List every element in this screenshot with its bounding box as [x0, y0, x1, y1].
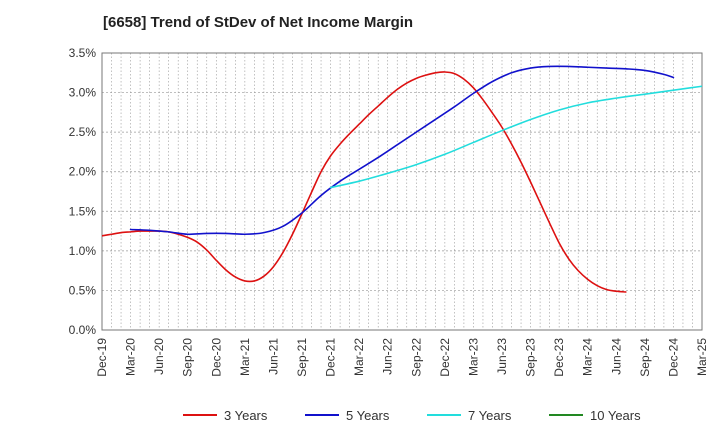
legend-label-5-years: 5 Years [346, 408, 390, 423]
legend-label-3-years: 3 Years [224, 408, 268, 423]
legend-label-7-years: 7 Years [468, 408, 512, 423]
plot-frame [101, 52, 703, 331]
x-tick-label: Dec-20 [209, 338, 223, 377]
x-tick-label: Jun-21 [266, 338, 280, 375]
x-tick-label: Mar-22 [352, 338, 366, 376]
x-tick-label: Dec-19 [95, 338, 109, 377]
x-tick-label: Jun-24 [609, 338, 623, 375]
x-tick-label: Dec-23 [552, 338, 566, 377]
y-tick-label: 2.0% [69, 165, 97, 179]
x-tick-label: Sep-23 [524, 338, 538, 377]
y-tick-label: 0.5% [69, 283, 97, 297]
x-tick-label: Jun-23 [495, 338, 509, 375]
y-tick-label: 3.0% [69, 86, 97, 100]
chart-title: [6658] Trend of StDev of Net Income Marg… [103, 14, 414, 31]
x-tick-label: Sep-20 [181, 338, 195, 377]
y-tick-label: 2.5% [69, 125, 97, 139]
x-tick-label: Jun-22 [381, 338, 395, 375]
x-tick-label: Jun-20 [152, 338, 166, 375]
x-tick-label: Sep-21 [295, 338, 309, 377]
x-tick-label: Dec-24 [666, 338, 680, 377]
x-tick-label: Mar-23 [466, 338, 480, 376]
series-line-7-years [329, 85, 702, 189]
x-tick-label: Mar-21 [238, 338, 252, 376]
series-line-5-years [129, 65, 675, 236]
x-tick-label: Dec-21 [324, 338, 338, 377]
series-line-3-years [102, 71, 627, 293]
x-tick-label: Sep-22 [409, 338, 423, 377]
legend-label-10-years: 10 Years [590, 408, 641, 423]
series-layer [102, 65, 702, 293]
plot-background [102, 53, 702, 330]
x-tick-label: Mar-20 [124, 338, 138, 376]
tick-layer: 0.0% 0.5% 1.0% 1.5% 2.0% 2.5% 3.0% 3.5% Dec-19 Ma… [69, 46, 709, 377]
x-tick-label: Sep-24 [638, 338, 652, 377]
x-tick-label: Mar-25 [695, 338, 709, 376]
y-tick-label: 3.5% [69, 46, 97, 60]
y-tick-label: 1.5% [69, 204, 97, 218]
x-tick-label: Dec-22 [438, 338, 452, 377]
y-tick-label: 0.0% [69, 323, 97, 337]
x-tick-label: Mar-24 [581, 338, 595, 376]
legend: 3 Years 5 Years 7 Years 10 Years [183, 408, 641, 423]
y-tick-label: 1.0% [69, 244, 97, 258]
